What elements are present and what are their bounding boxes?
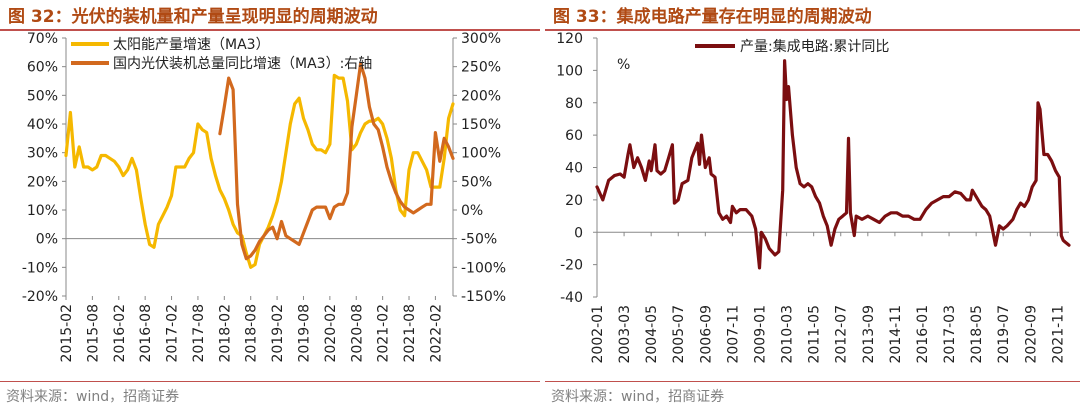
ic-chart: -40 -20 0 20 40 60 80 100 120% 2002-01 2003-03 2004…	[556, 31, 1071, 364]
x-tick-label: 2017-03	[942, 305, 958, 364]
y-right-tick-label: 100%	[461, 146, 501, 162]
figure-title-bar: 图 32：光伏的装机量和产量呈现明显的周期波动	[0, 0, 540, 31]
x-tick-label: 2019-02	[270, 304, 286, 363]
y-left-tick-label: 20%	[27, 174, 58, 190]
x-tick-label: 2022-02	[428, 304, 444, 363]
figure-33-panel: 图 33：集成电路产量存在明显的周期波动 -40 -20 0 20 40 60 80 100 1…	[545, 0, 1080, 408]
y-right-tick-label: -50%	[461, 232, 497, 248]
legend-label: 太阳能产量增速（MA3）	[113, 37, 270, 53]
y-right-tick-label: 200%	[461, 88, 501, 104]
x-tick-label: 2019-07	[996, 305, 1012, 364]
title-divider	[0, 29, 540, 31]
y-tick-label: 120	[556, 31, 583, 47]
x-tick-label: 2003-03	[617, 305, 633, 364]
x-tick-label: 2015-08	[85, 304, 101, 363]
legend-label: 产量:集成电路:累计同比	[740, 38, 889, 55]
x-tick-label: 2020-09	[1023, 305, 1039, 364]
x-tick-label: 2017-02	[165, 304, 181, 363]
y-left-tick-label: 10%	[27, 203, 58, 219]
source-note: 资料来源：wind，招商证券	[6, 389, 180, 405]
x-tick-label: 2006-09	[698, 305, 714, 364]
x-tick-label: 2021-08	[402, 304, 418, 363]
x-tick-label: 2016-02	[112, 304, 128, 363]
x-tick-label: 2021-11	[1050, 305, 1066, 364]
x-tick-label: 2011-05	[807, 305, 823, 364]
figure-title-bar: 图 33：集成电路产量存在明显的周期波动	[545, 0, 1080, 31]
x-tick-label: 2016-08	[138, 304, 154, 363]
y-left-tick-label: 40%	[27, 117, 58, 133]
y-tick-label: 20	[565, 193, 583, 209]
unit-label: %	[617, 57, 630, 73]
y-right-tick-label: 50%	[461, 174, 492, 190]
series-line-1	[218, 62, 455, 261]
x-tick-label: 2004-05	[644, 305, 660, 364]
x-tick-label: 2013-09	[861, 305, 877, 364]
source-note: 资料来源：wind，招商证券	[551, 389, 725, 405]
y-left-tick-label: 60%	[27, 60, 58, 76]
y-right-tick-label: -100%	[461, 260, 506, 276]
x-tick-label: 2020-02	[323, 304, 339, 363]
figure-title: 图 32：光伏的装机量和产量呈现明显的周期波动	[8, 7, 378, 27]
x-tick-label: 2002-01	[590, 305, 606, 364]
x-tick-label: 2014-11	[888, 305, 904, 364]
y-tick-label: 60	[565, 128, 583, 144]
x-tick-label: 2010-03	[780, 305, 796, 364]
y-left-tick-label: 50%	[27, 88, 58, 104]
x-tick-label: 2018-08	[244, 304, 260, 363]
y-left-tick-label: -20%	[22, 289, 58, 305]
x-tick-label: 2018-05	[969, 305, 985, 364]
y-left-tick-label: 70%	[27, 31, 58, 47]
solar-chart: -20% -10% 0% 10% 20% 30% 40% 50% 60% 70% -150% -100…	[22, 31, 506, 363]
y-tick-label: 100	[556, 63, 583, 79]
y-left-tick-label: 30%	[27, 146, 58, 162]
y-tick-label: -40	[560, 290, 583, 306]
legend-label: 国内光伏装机总量同比增速（MA3）:右轴	[113, 56, 372, 72]
x-tick-label: 2020-08	[349, 304, 365, 363]
figure-32-panel: 图 32：光伏的装机量和产量呈现明显的周期波动 -20% -10% 0% 10% 20%…	[0, 0, 540, 405]
x-tick-label: 2021-02	[376, 304, 392, 363]
x-tick-label: 2015-02	[59, 304, 75, 363]
y-right-tick-label: 300%	[461, 31, 501, 47]
x-tick-label: 2016-01	[915, 305, 931, 364]
y-tick-label: 40	[565, 161, 583, 177]
title-divider	[545, 29, 1080, 31]
y-right-tick-label: 0%	[461, 203, 483, 219]
x-tick-label: 2017-08	[191, 304, 207, 363]
y-tick-label: -20	[560, 258, 583, 274]
x-tick-label: 2007-11	[725, 305, 741, 364]
series-line-0	[595, 59, 1071, 270]
y-tick-label: 0	[574, 225, 583, 241]
y-left-tick-label: -10%	[22, 260, 58, 276]
y-right-tick-label: 250%	[461, 60, 501, 76]
y-tick-label: 80	[565, 96, 583, 112]
source-divider	[545, 381, 1080, 382]
x-tick-label: 2009-01	[752, 305, 768, 364]
figure-title: 图 33：集成电路产量存在明显的周期波动	[553, 7, 872, 27]
x-tick-label: 2005-07	[671, 305, 687, 364]
source-divider	[0, 381, 540, 382]
y-right-tick-label: 150%	[461, 117, 501, 133]
y-left-tick-label: 0%	[36, 232, 58, 248]
x-tick-label: 2018-02	[217, 304, 233, 363]
y-right-tick-label: -150%	[461, 289, 506, 305]
x-tick-label: 2019-08	[296, 304, 312, 363]
x-tick-label: 2012-07	[834, 305, 850, 364]
